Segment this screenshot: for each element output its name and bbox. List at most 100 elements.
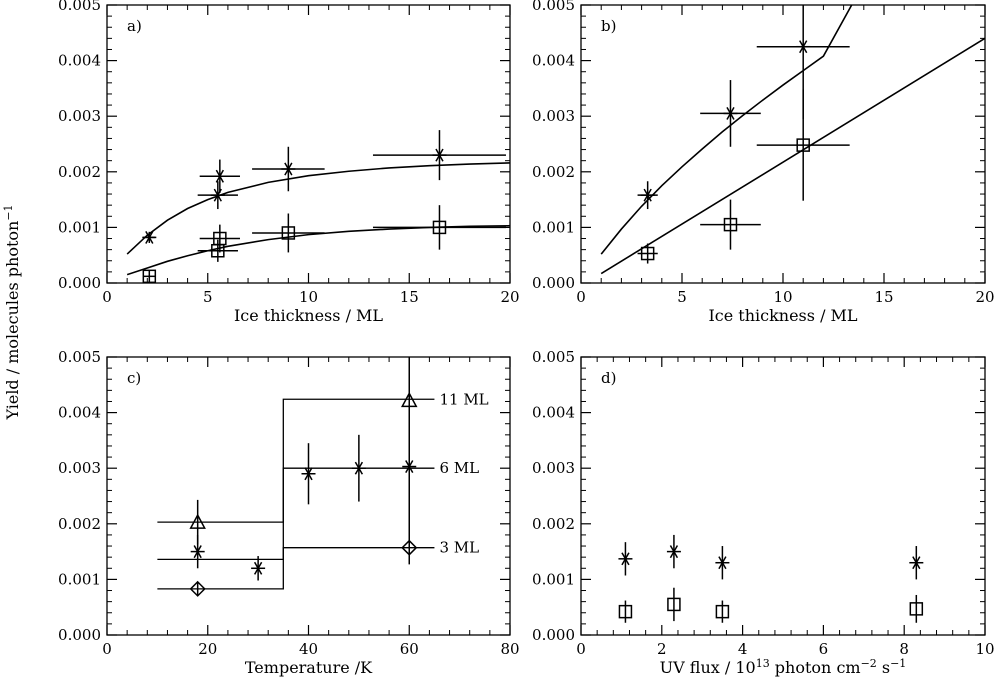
square-marker [281, 226, 296, 240]
y-tick-label: 0.002 [58, 515, 101, 533]
asterisk-stroke [799, 40, 808, 54]
y-tick-label: 0.003 [58, 107, 101, 125]
x-tick-label: 5 [677, 288, 687, 306]
asterisk-marker [301, 467, 316, 481]
asterisk-stroke [145, 230, 154, 244]
data-point [666, 534, 681, 569]
asterisk-marker [723, 106, 738, 120]
plot-area [126, 130, 510, 283]
asterisk-stroke [215, 169, 224, 183]
asterisk-stroke [253, 561, 263, 575]
y-tick-label: 0.004 [532, 404, 575, 422]
series-label: 6 ML [439, 459, 479, 477]
panel-a: 0 5 10 15 20 0.000 0.001 0.002 0.003 0.004 0.005 a)… [58, 0, 520, 325]
fit-curve [600, 37, 985, 275]
data-point [197, 239, 238, 262]
data-point [197, 181, 238, 210]
y-tick-label: 0.002 [532, 163, 575, 181]
square-marker [213, 231, 227, 246]
square-marker [640, 246, 655, 261]
asterisk-marker [142, 230, 157, 244]
y-tick-label: 0.004 [532, 52, 575, 70]
asterisk-marker [618, 552, 633, 566]
asterisk-marker [796, 40, 811, 54]
asterisk-marker [190, 545, 205, 559]
x-tick-label: 20 [975, 288, 994, 306]
data-point [199, 224, 240, 253]
asterisk-stroke [669, 545, 679, 559]
series-0 [126, 130, 510, 255]
asterisk-marker [432, 148, 447, 162]
x-tick-label: 10 [773, 288, 792, 306]
panel-label: b) [601, 17, 616, 35]
asterisk-stroke [405, 460, 414, 473]
plot-area [157, 357, 435, 597]
x-axis-label-part: s [877, 658, 890, 677]
data-point [372, 130, 506, 181]
square-marker [796, 138, 810, 152]
data-point [909, 594, 924, 623]
series-0 [618, 534, 924, 580]
panel-c: 0 20 40 60 80 0.000 0.001 0.002 0.003 0.004 0.005 c… [58, 348, 520, 677]
square-marker [909, 602, 924, 616]
data-point [637, 181, 658, 210]
panel-label: a) [127, 17, 142, 35]
square-marker [142, 269, 157, 283]
data-point [190, 534, 205, 569]
x-tick-label: 10 [975, 640, 994, 658]
y-tick-label: 0.001 [58, 218, 101, 236]
asterisk-stroke [643, 188, 652, 202]
data-point [142, 230, 157, 244]
x-tick-label: 20 [198, 640, 217, 658]
series-1 [618, 587, 924, 623]
y-tick-label: 0.000 [58, 626, 101, 644]
asterisk-stroke [284, 162, 293, 176]
data-point [637, 243, 658, 264]
asterisk-marker [251, 561, 266, 575]
asterisk-marker [640, 188, 655, 202]
asterisk-stroke [726, 106, 735, 120]
data-point [618, 600, 633, 623]
square-marker [618, 604, 633, 619]
series-label: 11 ML [439, 390, 488, 408]
x-axis-label-part: UV flux / 10 [660, 658, 756, 677]
data-point [251, 556, 266, 581]
asterisk-stroke [304, 467, 313, 481]
square-marker [667, 597, 681, 612]
asterisk-marker [212, 169, 227, 183]
data-point [189, 580, 206, 597]
y-tick-label: 0.005 [532, 348, 575, 366]
series-6-ml [157, 399, 435, 581]
data-point [252, 146, 325, 192]
data-point [715, 546, 730, 580]
x-tick-label: 60 [400, 640, 419, 658]
y-tick-label: 0.001 [58, 570, 101, 588]
data-point [401, 531, 418, 565]
data-point [700, 199, 761, 250]
asterisk-stroke [193, 545, 202, 559]
data-point [142, 269, 157, 283]
data-point [715, 600, 730, 623]
series-label: 3 ML [439, 539, 479, 557]
x-tick-label: 10 [299, 288, 318, 306]
panel-b: 0 5 10 15 20 0.000 0.001 0.002 0.003 0.004 0.005 b)… [532, 0, 995, 325]
y-tick-label: 0.005 [58, 0, 101, 14]
y-axis-label-text: Yield / molecules photon [3, 221, 22, 421]
asterisk-stroke [621, 552, 630, 566]
asterisk-marker [666, 545, 681, 559]
x-tick-label: 15 [874, 288, 893, 306]
data-point [402, 399, 417, 534]
series-3-ml [157, 531, 435, 597]
asterisk-stroke [435, 148, 444, 162]
series-11-ml [157, 357, 435, 545]
plot-area [600, 5, 985, 275]
y-tick-label: 0.004 [58, 404, 101, 422]
y-tick-label: 0.000 [532, 626, 575, 644]
plot-frame [106, 4, 511, 284]
plot-frame [580, 356, 986, 636]
x-axis-label-part: 13 [756, 657, 770, 670]
diamond-marker [189, 580, 206, 597]
square-marker [723, 217, 738, 232]
y-tick-label: 0.003 [58, 459, 101, 477]
data-point [199, 159, 240, 193]
